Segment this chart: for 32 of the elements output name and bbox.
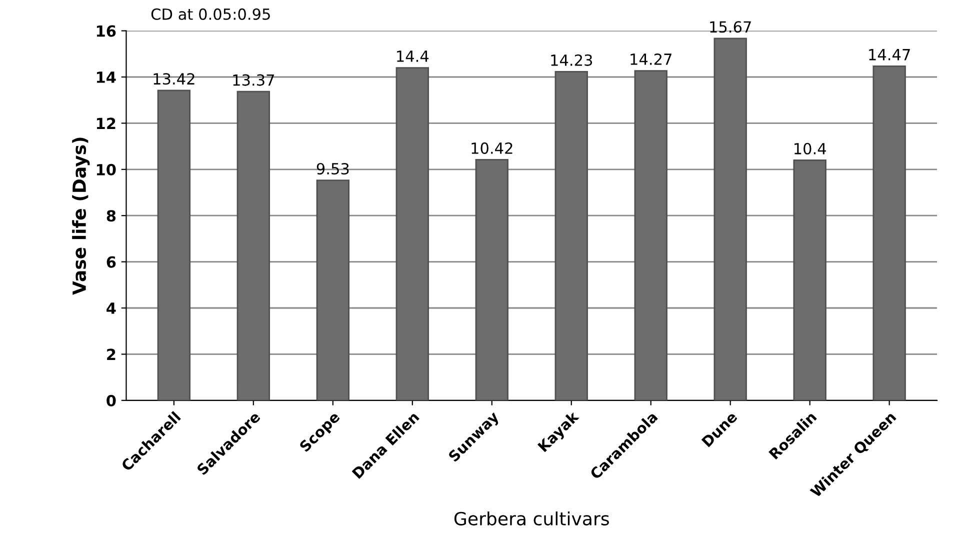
data-label: 14.23 [551, 54, 592, 66]
data-label: 9.53 [316, 162, 349, 175]
data-label: 10.4 [794, 142, 826, 154]
y-tick-label: 2 [107, 348, 116, 360]
bar [475, 159, 508, 400]
bar [236, 90, 270, 400]
data-label: 14.47 [869, 49, 910, 60]
data-label: 14.27 [630, 53, 672, 65]
y-tick-label: 8 [106, 210, 116, 222]
y-tick-label: 0 [106, 394, 116, 406]
data-label: 14.4 [397, 50, 429, 62]
bar [872, 65, 906, 400]
y-tick-label: 10 [96, 164, 116, 176]
y-tick-label: 12 [96, 118, 116, 130]
data-label: 13.37 [233, 74, 274, 86]
data-label: 15.67 [710, 21, 751, 33]
bar [396, 67, 429, 400]
bar [554, 70, 588, 400]
y-tick-label: 16 [96, 25, 116, 37]
y-axis-title: Vase life (Days) [72, 138, 90, 295]
bar [793, 159, 826, 400]
bar [157, 90, 191, 400]
bar [714, 38, 747, 400]
bar [316, 180, 350, 400]
data-label: 10.42 [472, 142, 512, 154]
y-tick-label: 4 [106, 302, 116, 314]
y-tick-label: 14 [96, 72, 116, 83]
y-tick-label: 6 [106, 256, 116, 268]
bar [634, 70, 668, 400]
x-axis-title: Gerbera cultivars [454, 512, 609, 526]
text: CD at 0.05:0.95 [151, 8, 270, 20]
data-label: 13.42 [154, 73, 194, 85]
